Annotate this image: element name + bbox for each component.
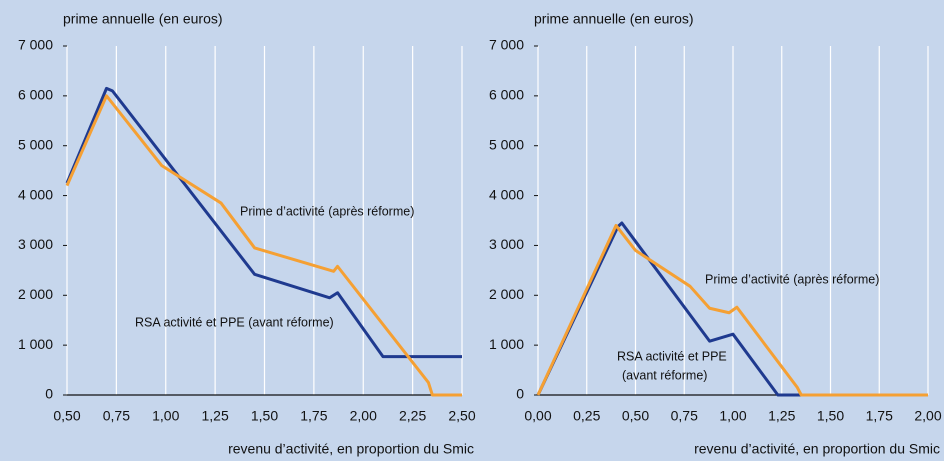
y-tick-label: 5 000: [489, 136, 524, 152]
x-tick-label: 1,00: [719, 408, 746, 424]
x-tick-label: 2,50: [448, 408, 475, 424]
x-tick-label: 1,25: [202, 408, 229, 424]
x-tick-label: 1,00: [152, 408, 179, 424]
x-tick-label: 2,00: [350, 408, 377, 424]
y-tick-label: 7 000: [18, 37, 53, 53]
y-tick-label: 0: [45, 386, 53, 402]
series-label: (avant réforme): [622, 368, 707, 382]
x-tick-label: 0,75: [671, 408, 698, 424]
x-tick-label: 0,50: [622, 408, 649, 424]
y-tick-label: 5 000: [18, 136, 53, 152]
y-axis-label: prime annuelle (en euros): [63, 11, 223, 27]
y-tick-label: 6 000: [489, 87, 524, 103]
x-tick-label: 0,50: [53, 408, 80, 424]
y-axis-label: prime annuelle (en euros): [534, 11, 694, 27]
x-tick-label: 2,25: [399, 408, 426, 424]
y-tick-label: 0: [516, 386, 524, 402]
series-label: RSA activité et PPE (avant réforme): [135, 315, 334, 329]
x-tick-label: 1,75: [866, 408, 893, 424]
y-tick-label: 3 000: [18, 236, 53, 252]
series-line: [65, 94, 462, 397]
y-tick-label: 7 000: [489, 37, 524, 53]
y-tick-label: 6 000: [18, 87, 53, 103]
y-tick-label: 4 000: [18, 186, 53, 202]
series-line: [65, 86, 462, 359]
x-tick-label: 0,00: [524, 408, 551, 424]
y-tick-label: 4 000: [489, 186, 524, 202]
y-tick-label: 1 000: [18, 336, 53, 352]
y-tick-label: 3 000: [489, 236, 524, 252]
series-label: Prime d’activité (après réforme): [240, 204, 414, 218]
x-axis-label: revenu d’activité, en proportion du Smic: [694, 441, 940, 457]
series-label: RSA activité et PPE: [617, 349, 727, 363]
x-tick-label: 0,75: [103, 408, 130, 424]
y-tick-label: 2 000: [18, 286, 53, 302]
x-tick-label: 0,25: [573, 408, 600, 424]
x-tick-label: 1,25: [768, 408, 795, 424]
x-tick-label: 1,75: [300, 408, 327, 424]
x-tick-label: 1,50: [817, 408, 844, 424]
x-axis-label: revenu d’activité, en proportion du Smic: [228, 441, 474, 457]
x-tick-label: 2,00: [914, 408, 941, 424]
series-label: Prime d’activité (après réforme): [705, 272, 879, 286]
series-line: [536, 223, 928, 397]
y-tick-label: 2 000: [489, 286, 524, 302]
y-tick-label: 1 000: [489, 336, 524, 352]
x-tick-label: 1,50: [251, 408, 278, 424]
